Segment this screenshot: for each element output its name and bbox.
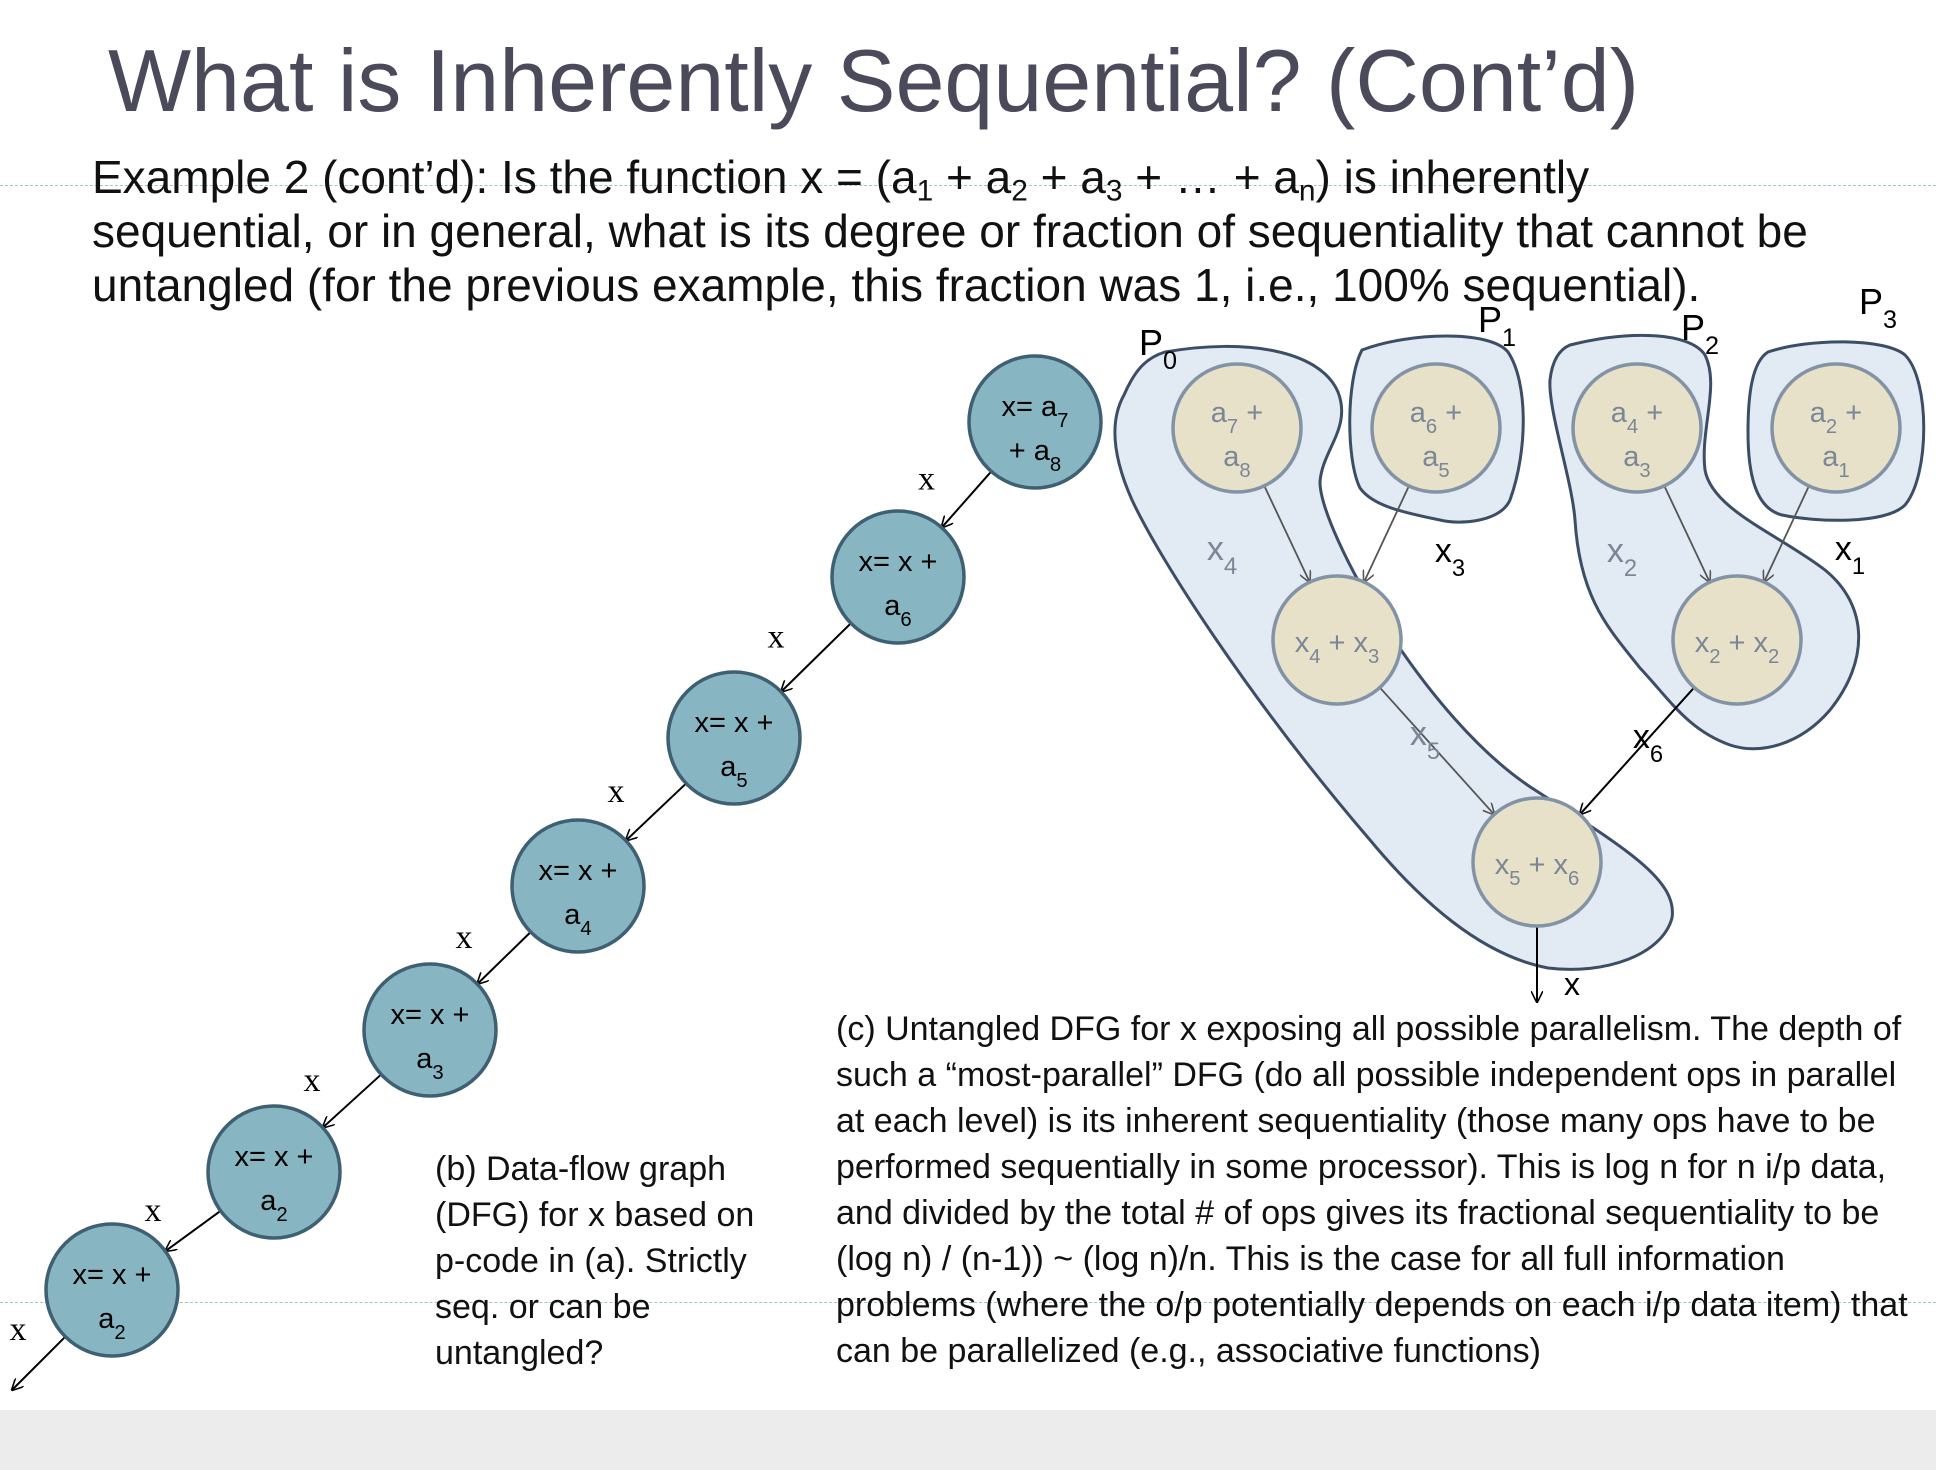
chain-edge-arrow [626, 782, 687, 840]
tree-leaf-node [1770, 362, 1902, 494]
chain-output-label: x [10, 1311, 27, 1348]
chain-node-label-bottom: a5 [720, 751, 747, 792]
chain-node-label-top: x= x + [235, 1141, 314, 1173]
chain-edge-label: x [768, 619, 785, 656]
tree-leaf-label-bottom: a1 [1822, 441, 1849, 482]
chain-node [510, 818, 646, 954]
tree-edge-arrow [1364, 485, 1410, 582]
tree-leaf-label-bottom: a5 [1422, 441, 1449, 482]
chain-node [967, 354, 1103, 490]
chain-node-label-bottom: a4 [564, 899, 591, 940]
chain-node [44, 1222, 180, 1358]
guide-line-bottom [0, 1302, 1936, 1303]
tree-mid-label: x2 + x2 [1695, 627, 1780, 668]
chain-node-label-bottom: a6 [884, 590, 911, 631]
chain-node-label-top: x= x + [73, 1259, 152, 1291]
intro-paragraph: Example 2 (cont’d): Is the function x = … [92, 151, 1808, 311]
tree-leaf-label-bottom: a8 [1223, 441, 1250, 482]
chain-edge-arrow [781, 622, 852, 692]
chain-node-label-top: x= a7 [1002, 391, 1069, 432]
processor-label: P3 [1859, 281, 1897, 334]
processor-label: P2 [1681, 307, 1719, 360]
chain-node-label-bottom: + a8 [1009, 435, 1061, 476]
processor-label: P1 [1478, 299, 1516, 352]
tree-leaf-node [1370, 362, 1502, 494]
chain-edge-arrow [165, 1210, 222, 1251]
chain-edge-label: x [918, 461, 935, 498]
tree-output-label: x [1564, 966, 1580, 1002]
tree-edge-arrow [1379, 686, 1494, 815]
chain-node-label-top: x= x + [391, 999, 470, 1031]
chain-node-label-top: x= x + [695, 707, 774, 739]
chain-edge-arrow [323, 1073, 382, 1127]
processor-label: P0 [1139, 322, 1177, 375]
chain-node-label-bottom: a2 [260, 1185, 287, 1226]
tree-edge-arrow [1263, 485, 1309, 582]
page-title: What is Inherently Sequential? (Cont’d) [108, 31, 1640, 130]
tree-edge-arrow [1580, 686, 1695, 815]
chain-output-arrow [12, 1335, 67, 1390]
chain-node-label-bottom: a3 [416, 1043, 443, 1084]
tree-leaf-label-top: a2 + [1810, 397, 1862, 438]
caption-c: (c) Untangled DFG for x exposing all pos… [836, 1010, 1908, 1370]
chain-node [206, 1104, 342, 1240]
tree-edge-label: x2 [1607, 532, 1637, 582]
chain-node [362, 962, 498, 1098]
chain-node [830, 509, 966, 645]
chain-node [666, 670, 802, 806]
chain-node-label-top: x= x + [859, 546, 938, 578]
tree-edge-arrow [1663, 485, 1709, 582]
chain-edge-label: x [304, 1062, 321, 1099]
tree-leaf-label-top: a7 + [1211, 397, 1263, 438]
tree-leaf-node [1571, 362, 1703, 494]
chain-node-label-bottom: a2 [98, 1303, 125, 1344]
chain-edge-label: x [145, 1192, 162, 1229]
tree-mid-label: x4 + x3 [1295, 627, 1380, 668]
caption-b: (b) Data-flow graph (DFG) for x based on… [435, 1150, 755, 1372]
tree-mid-node [1271, 574, 1403, 706]
tree-edge-label: x6 [1633, 718, 1663, 768]
tree-edge-label: x5 [1410, 715, 1440, 765]
tree-edge-label: x4 [1207, 530, 1237, 580]
chain-edge-label: x [456, 919, 473, 956]
chain-edge-arrow [477, 931, 532, 984]
slide-footer-band [0, 1410, 1936, 1470]
chain-edge-label: x [608, 773, 625, 810]
chain-node-label-top: x= x + [539, 855, 618, 887]
tree-leaf-label-top: a4 + [1611, 397, 1663, 438]
guide-line-top [0, 185, 1936, 186]
tree-edge-arrow [1764, 485, 1810, 582]
chain-edge-arrow [942, 470, 993, 527]
tree-mid-node [1671, 574, 1803, 706]
tree-leaf-label-bottom: a3 [1623, 441, 1650, 482]
tree-leaf-label-top: a6 + [1410, 397, 1462, 438]
tree-edge-label: x3 [1435, 532, 1465, 582]
tree-root-label: x5 + x6 [1495, 849, 1580, 890]
tree-root-node [1471, 796, 1603, 928]
tree-edge-label: x1 [1835, 530, 1865, 580]
tree-leaf-node [1171, 362, 1303, 494]
